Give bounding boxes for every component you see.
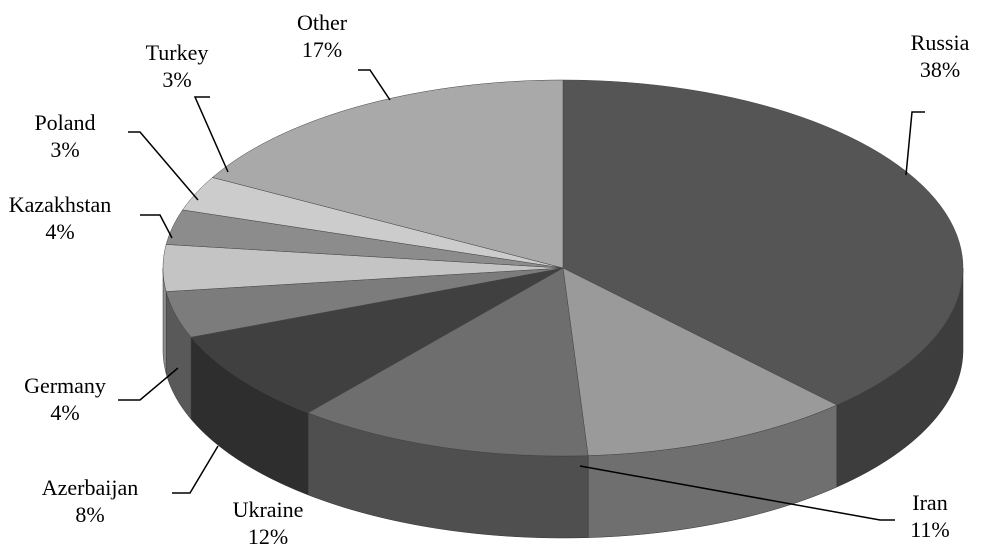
slice	[182, 177, 564, 269]
slice	[562, 267, 838, 456]
leader-line	[358, 69, 391, 101]
slice-value-label: 11%	[910, 517, 950, 542]
slice-value-label: 3%	[162, 67, 191, 92]
slice-label: Other	[297, 10, 348, 35]
slice-value-label: 3%	[50, 137, 79, 162]
slice-value-label: 12%	[248, 524, 288, 548]
leader-line	[128, 131, 199, 201]
slice-label: Kazakhstan	[9, 192, 112, 217]
slice-value-label: 17%	[302, 37, 342, 62]
slice-value-label: 38%	[920, 57, 960, 82]
slice	[562, 79, 964, 406]
slice	[307, 267, 589, 457]
slice-label: Iran	[912, 490, 947, 515]
leader-line	[118, 367, 179, 401]
slice-label: Azerbaijan	[42, 475, 139, 500]
slice	[211, 79, 564, 269]
leader-line	[905, 111, 925, 176]
leader-line	[579, 465, 895, 521]
slice-value-label: 4%	[45, 219, 74, 244]
slice-value-label: 4%	[50, 400, 79, 425]
slice	[165, 267, 564, 338]
leader-line	[172, 445, 219, 494]
slice-label: Ukraine	[233, 497, 304, 522]
slice-label: Poland	[34, 110, 95, 135]
slice	[165, 209, 564, 269]
slice	[190, 267, 564, 414]
slice-label: Germany	[24, 373, 106, 398]
slice-label: Russia	[911, 30, 970, 55]
leader-line	[140, 214, 173, 239]
slice-value-label: 8%	[75, 502, 104, 527]
slice-label: Turkey	[146, 40, 209, 65]
slice	[162, 244, 564, 292]
leader-line	[193, 96, 229, 173]
